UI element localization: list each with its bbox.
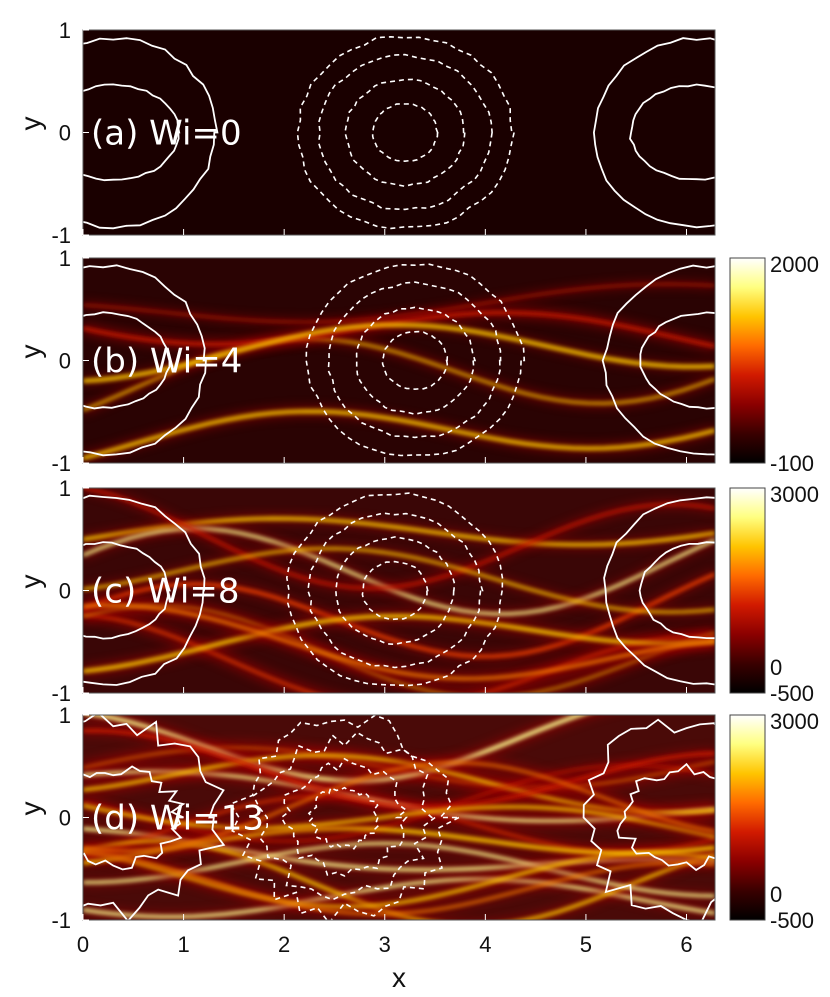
panel-label: (d) Wi=13 [91, 799, 264, 839]
solid-contour [638, 541, 715, 640]
dashed-contour [327, 281, 502, 439]
y-tick-label: -1 [51, 908, 71, 933]
y-tick-label: 1 [59, 18, 71, 43]
panel-a: -1 0 1 y (a) Wi=0 [15, 18, 716, 248]
x-axis: 0 1 2 3 4 5 6 [77, 932, 693, 957]
dashed-contour [296, 35, 516, 230]
stress-streak [83, 753, 715, 815]
stress-streak [83, 488, 715, 590]
solid-contour [582, 718, 715, 920]
solid-contour [603, 496, 715, 686]
heatmap-background [83, 30, 715, 235]
colorbar-gradient [729, 714, 766, 921]
solid-contour [83, 83, 181, 182]
dashed-contour [317, 53, 493, 211]
dashed-contour [361, 560, 429, 621]
solid-contour [639, 311, 715, 410]
x-tick-label: 0 [77, 932, 89, 957]
stress-streak [83, 613, 715, 693]
y-axis-label: y [15, 575, 46, 589]
solid-contour [83, 541, 171, 640]
dashed-contour [285, 492, 504, 687]
y-axis-label: y [15, 117, 46, 131]
dashed-contour [252, 731, 438, 901]
colorbar-max-label: 3000 [770, 709, 819, 734]
stress-streak [83, 572, 715, 658]
stress-streak [83, 614, 715, 674]
y-tick-label: 0 [59, 806, 71, 831]
solid-contour [83, 715, 226, 920]
x-tick-label: 1 [177, 932, 189, 957]
stress-streak [83, 547, 715, 614]
y-tick-label: 0 [59, 349, 71, 374]
solid-contour [83, 311, 171, 410]
solid-contour [83, 765, 186, 871]
y-tick-label: 0 [59, 579, 71, 604]
stress-streak [83, 803, 715, 839]
x-tick-label: 2 [278, 932, 290, 957]
colorbar-min-label: -500 [770, 908, 814, 933]
stress-streak [83, 761, 715, 853]
panel-label: (b) Wi=4 [91, 342, 242, 382]
panel-label: (a) Wi=0 [91, 114, 242, 154]
x-tick-label: 4 [479, 932, 491, 957]
colorbar-min-label: -100 [770, 451, 814, 476]
dashed-contour [371, 103, 439, 163]
y-axis-label: y [15, 345, 46, 359]
y-tick-label: -1 [51, 223, 71, 248]
dashed-contour [355, 306, 477, 416]
solid-contour [83, 37, 219, 230]
panel-label: (c) Wi=8 [91, 572, 239, 612]
dashed-contour [280, 757, 408, 877]
solid-contour [83, 494, 206, 686]
x-tick-label: 6 [680, 932, 692, 957]
y-axis-label: y [15, 802, 46, 816]
dashed-contour [229, 715, 460, 920]
y-tick-label: -1 [51, 681, 71, 706]
y-tick-label: -1 [51, 451, 71, 476]
dashed-contour [334, 536, 456, 646]
solid-contour [592, 37, 715, 229]
colorbar-max-label: 3000 [770, 482, 819, 507]
colorbar-max-label: 2000 [770, 252, 819, 277]
stress-streak [83, 322, 715, 384]
colorbar-gradient [729, 257, 766, 464]
dashed-contour [307, 786, 380, 850]
colorbar-min-label: -500 [770, 681, 814, 706]
stress-streak [83, 409, 715, 461]
solid-contour [601, 264, 715, 456]
y-tick-label: 1 [59, 246, 71, 271]
x-tick-label: 5 [580, 932, 592, 957]
stress-streak [83, 603, 715, 681]
colorbar-zero-label: 0 [770, 655, 782, 680]
solid-contour [83, 264, 207, 457]
panel-b: -1 0 1 y (b) Wi=4 2000 -100 [15, 246, 819, 476]
x-tick-label: 3 [379, 932, 391, 957]
stress-streak [83, 850, 715, 916]
colorbar-zero-label: 0 [770, 882, 782, 907]
dashed-contour [305, 263, 526, 457]
y-tick-label: 0 [59, 121, 71, 146]
colorbar-gradient [729, 487, 766, 694]
dashed-contour [381, 330, 449, 391]
dashed-contour [344, 78, 466, 188]
x-axis-label: x [392, 962, 406, 993]
colorbar: 2000 -100 [729, 252, 819, 476]
solid-contour [629, 83, 715, 181]
solid-contour [616, 762, 715, 872]
y-tick-label: 1 [59, 476, 71, 501]
y-tick-label: 1 [59, 703, 71, 728]
dashed-contour [307, 512, 484, 669]
